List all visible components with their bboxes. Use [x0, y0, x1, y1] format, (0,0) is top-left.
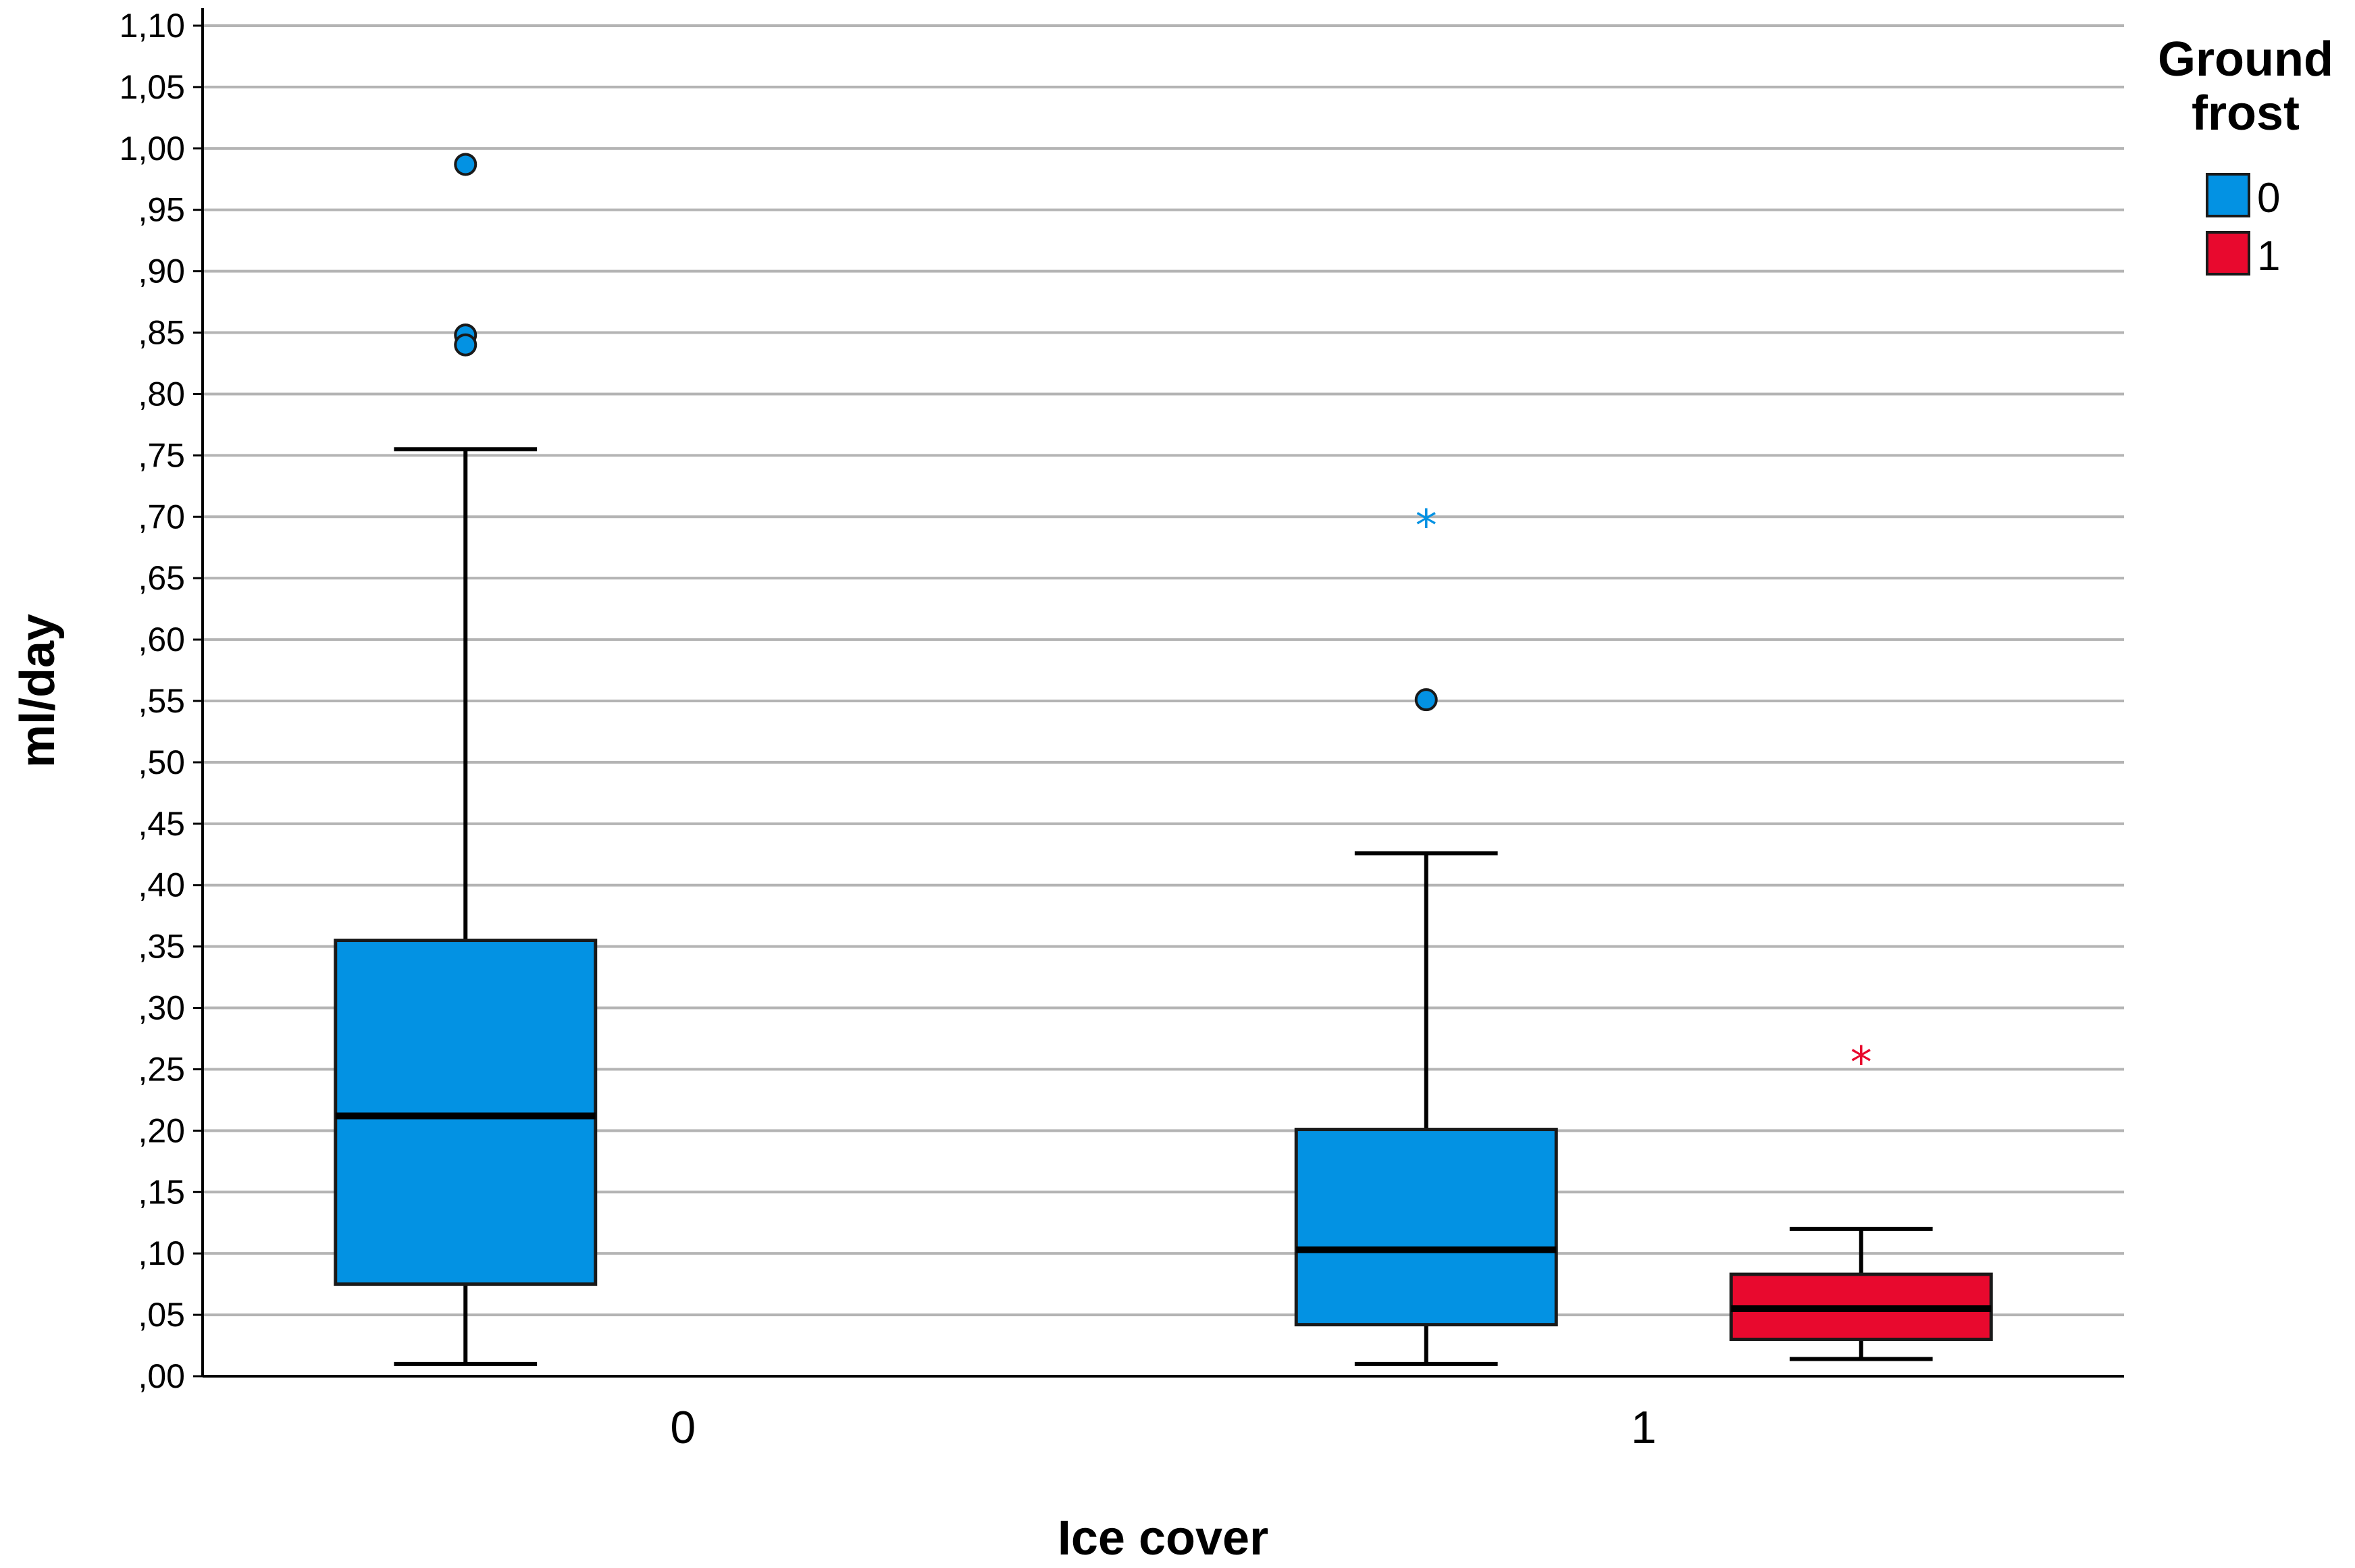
- y-tick-label: ,45: [138, 805, 185, 843]
- x-axis-title: Ice cover: [1058, 1511, 1268, 1565]
- x-tick-label: 0: [670, 1402, 696, 1453]
- y-tick-label: ,00: [138, 1357, 185, 1395]
- box-group: *: [1294, 502, 1558, 1366]
- y-tick-label: ,65: [138, 559, 185, 597]
- y-tick-label: ,50: [138, 743, 185, 781]
- y-tick-label: ,30: [138, 989, 185, 1027]
- legend-label: 0: [2257, 175, 2280, 221]
- y-tick-label: ,15: [138, 1173, 185, 1211]
- outlier-point: [454, 153, 477, 176]
- y-tick-label: ,55: [138, 682, 185, 720]
- box-series: **: [334, 153, 1993, 1366]
- y-tick-label: ,10: [138, 1234, 185, 1272]
- legend-label: 1: [2257, 233, 2280, 280]
- x-tick-label: 1: [1631, 1402, 1657, 1453]
- y-tick-label: ,05: [138, 1296, 185, 1334]
- outlier-point: [454, 333, 477, 357]
- y-axis-title: ml/day: [11, 614, 65, 768]
- iqr-box: [1294, 1128, 1558, 1327]
- y-tick-label: ,40: [138, 866, 185, 904]
- y-tick-labels: ,00 ,05 ,10 ,15 ,20 ,25 ,30 ,35 ,40 ,45 ,50 ,55 ,60,…: [120, 7, 203, 1395]
- iqr-box: [334, 939, 598, 1286]
- legend-title-line-2: frost: [2192, 86, 2300, 140]
- y-tick-label: ,80: [138, 375, 185, 413]
- y-tick-label: ,70: [138, 498, 185, 535]
- y-tick-label: ,25: [138, 1050, 185, 1088]
- extreme-point: *: [1416, 502, 1437, 552]
- y-tick-label: ,75: [138, 436, 185, 474]
- y-tick-label: 1,00: [120, 130, 185, 167]
- box-group: *: [1729, 1038, 1993, 1361]
- axes: [201, 8, 2124, 1378]
- extreme-point: *: [1851, 1038, 1872, 1088]
- y-tick-label: ,95: [138, 191, 185, 229]
- y-tick-label: 1,05: [120, 68, 185, 106]
- legend-swatch: [2206, 231, 2250, 276]
- y-tick-label: ,90: [138, 253, 185, 290]
- box-group: [334, 153, 598, 1366]
- legend-title-line-1: Ground: [2158, 32, 2333, 86]
- y-tick-label: ,85: [138, 314, 185, 352]
- y-tick-label: ,60: [138, 621, 185, 658]
- y-tick-label: ,20: [138, 1112, 185, 1149]
- y-tick-label: ,35: [138, 928, 185, 966]
- outlier-point: [1414, 688, 1438, 712]
- legend-swatch: [2206, 173, 2250, 217]
- legend: Ground frost 0 1: [2158, 32, 2333, 280]
- y-tick-label: 1,10: [120, 7, 185, 45]
